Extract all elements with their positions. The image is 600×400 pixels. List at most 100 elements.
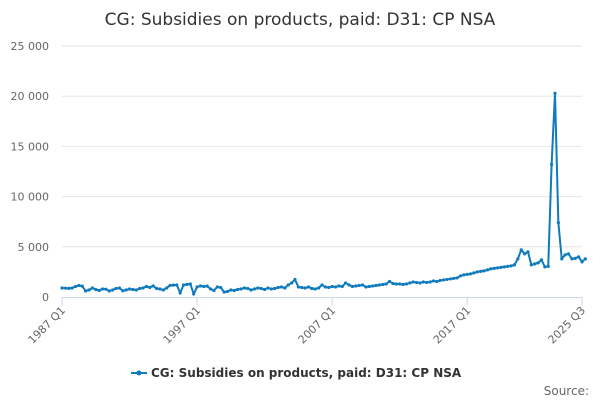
data-point[interactable]: [97, 288, 101, 293]
data-point[interactable]: [512, 263, 517, 267]
data-point[interactable]: [475, 270, 479, 274]
data-point[interactable]: [283, 286, 287, 290]
data-point[interactable]: [212, 288, 216, 293]
data-point[interactable]: [522, 252, 527, 256]
data-point[interactable]: [489, 267, 493, 271]
data-point[interactable]: [580, 260, 584, 264]
data-point[interactable]: [425, 280, 429, 285]
data-point[interactable]: [171, 283, 176, 287]
data-point[interactable]: [205, 284, 209, 288]
data-point[interactable]: [235, 287, 240, 292]
data-point[interactable]: [181, 283, 186, 287]
data-point[interactable]: [573, 256, 577, 260]
data-point[interactable]: [340, 284, 344, 289]
data-point[interactable]: [330, 284, 334, 289]
data-point[interactable]: [246, 286, 250, 291]
data-point[interactable]: [77, 283, 81, 288]
data-point[interactable]: [492, 266, 496, 270]
data-point[interactable]: [563, 253, 567, 257]
data-point[interactable]: [479, 269, 483, 273]
data-point[interactable]: [178, 291, 182, 295]
data-point[interactable]: [398, 282, 402, 286]
data-point[interactable]: [161, 288, 165, 292]
data-point[interactable]: [290, 281, 294, 285]
data-point[interactable]: [63, 286, 67, 290]
data-point[interactable]: [252, 287, 257, 291]
data-point[interactable]: [195, 285, 199, 289]
data-point[interactable]: [107, 289, 111, 293]
data-point[interactable]: [438, 278, 442, 283]
data-point[interactable]: [276, 285, 280, 290]
data-point[interactable]: [242, 286, 246, 290]
data-point[interactable]: [428, 280, 432, 284]
data-point[interactable]: [215, 285, 219, 289]
data-point[interactable]: [84, 289, 88, 293]
data-point[interactable]: [394, 282, 398, 286]
data-point[interactable]: [202, 284, 206, 289]
data-point[interactable]: [536, 261, 540, 265]
data-point[interactable]: [485, 268, 490, 272]
data-point[interactable]: [381, 282, 385, 287]
data-point[interactable]: [377, 283, 382, 287]
data-point[interactable]: [320, 283, 324, 287]
data-point[interactable]: [144, 284, 149, 289]
data-point[interactable]: [296, 285, 300, 289]
data-point[interactable]: [583, 257, 587, 261]
data-point[interactable]: [317, 286, 321, 290]
data-point[interactable]: [570, 257, 574, 261]
data-point[interactable]: [151, 284, 155, 288]
data-point[interactable]: [367, 284, 371, 289]
data-point[interactable]: [401, 282, 405, 287]
data-point[interactable]: [300, 285, 304, 290]
data-point[interactable]: [225, 289, 230, 294]
data-point[interactable]: [111, 288, 115, 292]
data-point[interactable]: [495, 266, 500, 270]
data-point[interactable]: [431, 279, 436, 283]
data-point[interactable]: [80, 284, 84, 288]
data-point[interactable]: [364, 285, 368, 289]
data-point[interactable]: [418, 281, 422, 285]
data-point[interactable]: [543, 265, 547, 269]
data-point[interactable]: [357, 283, 361, 288]
data-point[interactable]: [262, 287, 267, 292]
data-point[interactable]: [360, 283, 365, 287]
data-point[interactable]: [414, 280, 419, 285]
data-point[interactable]: [404, 282, 409, 286]
data-point[interactable]: [499, 265, 503, 269]
data-point[interactable]: [472, 271, 476, 275]
data-point[interactable]: [452, 276, 456, 281]
data-point[interactable]: [313, 287, 317, 291]
data-point[interactable]: [90, 286, 94, 290]
data-point[interactable]: [462, 273, 466, 277]
data-point[interactable]: [286, 283, 290, 287]
data-point[interactable]: [70, 286, 74, 290]
data-point[interactable]: [141, 286, 145, 290]
data-point[interactable]: [445, 277, 449, 282]
data-point[interactable]: [256, 286, 260, 290]
data-point[interactable]: [384, 282, 388, 286]
data-point[interactable]: [482, 269, 486, 273]
data-point[interactable]: [198, 284, 203, 288]
data-point[interactable]: [306, 285, 311, 289]
data-point[interactable]: [556, 221, 560, 225]
data-point[interactable]: [303, 286, 307, 290]
data-point[interactable]: [104, 287, 108, 291]
data-point[interactable]: [293, 277, 297, 282]
data-point[interactable]: [506, 264, 510, 268]
data-point[interactable]: [310, 286, 314, 291]
data-point[interactable]: [347, 283, 351, 287]
data-point[interactable]: [465, 272, 469, 277]
data-point[interactable]: [87, 288, 91, 292]
data-point[interactable]: [273, 286, 277, 291]
data-point[interactable]: [408, 281, 412, 285]
data-point[interactable]: [60, 286, 64, 290]
data-point[interactable]: [387, 279, 392, 284]
data-point[interactable]: [323, 285, 327, 289]
data-point[interactable]: [127, 287, 132, 291]
data-point[interactable]: [533, 262, 537, 266]
data-point[interactable]: [188, 282, 192, 286]
data-point[interactable]: [185, 282, 189, 287]
data-point[interactable]: [219, 285, 223, 290]
data-point[interactable]: [519, 248, 523, 252]
data-point[interactable]: [333, 285, 338, 289]
